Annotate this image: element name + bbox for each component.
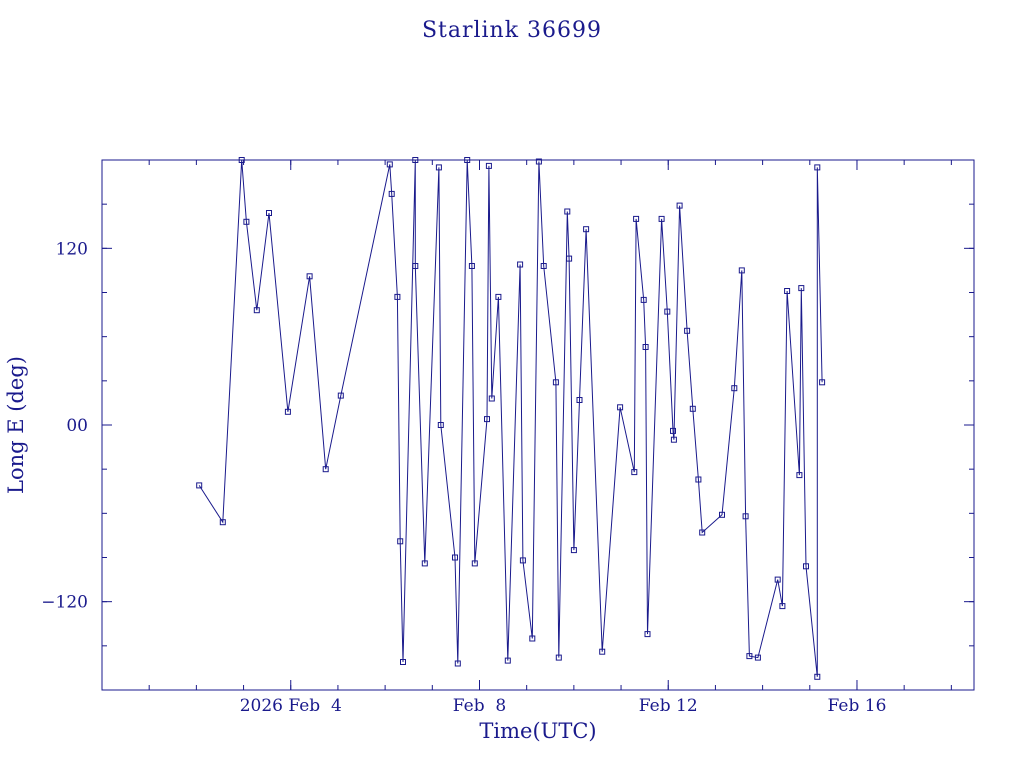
data-point [555, 654, 562, 661]
data-point [471, 560, 478, 567]
data-point [400, 659, 406, 665]
data-point [738, 267, 745, 274]
data-point [519, 557, 526, 564]
data-point [617, 404, 624, 411]
data-point [746, 653, 753, 660]
data-point [684, 327, 691, 334]
data-point [306, 273, 313, 280]
data-point [412, 263, 419, 269]
data-point [529, 635, 536, 642]
data-point [599, 648, 606, 655]
data-point [397, 538, 404, 545]
data-point [644, 631, 651, 638]
data-point [437, 422, 444, 428]
data-point [731, 385, 738, 392]
data-point [719, 511, 725, 518]
x-axis-label: Time(UTC) [479, 719, 596, 743]
data-point [576, 397, 583, 403]
data-point [631, 469, 638, 476]
data-point [814, 673, 821, 680]
data-point [266, 210, 272, 216]
data-point [412, 157, 419, 163]
data-point [699, 529, 706, 536]
data-point [583, 226, 590, 233]
data-point [814, 164, 821, 171]
data-point [670, 427, 676, 434]
data-point [695, 476, 702, 483]
data-point [388, 190, 395, 197]
data-point [435, 164, 442, 171]
x-tick-label: Feb 8 [453, 696, 506, 716]
x-tick-label: Feb 12 [639, 696, 698, 716]
data-point [803, 563, 809, 570]
y-axis-label: Long E (deg) [4, 356, 28, 494]
data-point [640, 296, 647, 303]
data-point [796, 472, 803, 479]
data-point [322, 466, 329, 473]
data-point [566, 255, 573, 262]
data-point [219, 519, 226, 526]
x-tick-label: Feb 16 [828, 696, 887, 716]
y-tick-label: 00 [66, 416, 88, 436]
data-point [676, 202, 683, 209]
data-point [468, 263, 475, 269]
y-tick-label: 120 [56, 239, 88, 259]
data-point [517, 261, 524, 268]
data-point [243, 218, 250, 225]
data-point [670, 436, 677, 443]
data-point [564, 208, 571, 215]
data-point [485, 162, 492, 169]
data-point [540, 263, 547, 269]
y-tick-label: −120 [41, 593, 88, 613]
data-point [488, 395, 495, 402]
data-point [658, 215, 665, 222]
data-point [754, 654, 761, 661]
data-point [535, 158, 542, 165]
longitude-series-line [198, 160, 823, 677]
data-point [664, 308, 671, 315]
data-point [484, 416, 490, 423]
data-point [394, 293, 401, 300]
data-point [819, 379, 826, 386]
x-tick-label: 2026 Feb 4 [240, 696, 342, 716]
data-point [196, 482, 203, 489]
y-tick-labels: −120 00 120 [41, 239, 88, 612]
data-point [454, 660, 461, 667]
major-ticks [102, 160, 974, 690]
data-point [552, 379, 559, 386]
data-point [689, 405, 696, 412]
data-point [238, 157, 245, 163]
x-tick-labels: 2026 Feb 4 Feb 8 Feb 12 Feb 16 [240, 696, 887, 716]
data-point [495, 293, 502, 300]
data-point [779, 603, 786, 610]
chart-title: Starlink 36699 [422, 18, 602, 43]
data-point [504, 657, 511, 664]
data-point [284, 408, 291, 415]
data-point [774, 576, 781, 583]
data-point [386, 161, 393, 168]
data-point [421, 560, 428, 567]
data-point [642, 344, 649, 350]
data-point [464, 157, 471, 163]
data-point [253, 307, 260, 314]
data-point [784, 288, 791, 294]
data-point [570, 547, 577, 554]
longitude-series-markers [196, 157, 826, 680]
data-point [798, 285, 805, 292]
data-point [742, 513, 749, 520]
data-point [452, 554, 458, 561]
data-point [633, 215, 640, 222]
data-point [337, 392, 344, 399]
